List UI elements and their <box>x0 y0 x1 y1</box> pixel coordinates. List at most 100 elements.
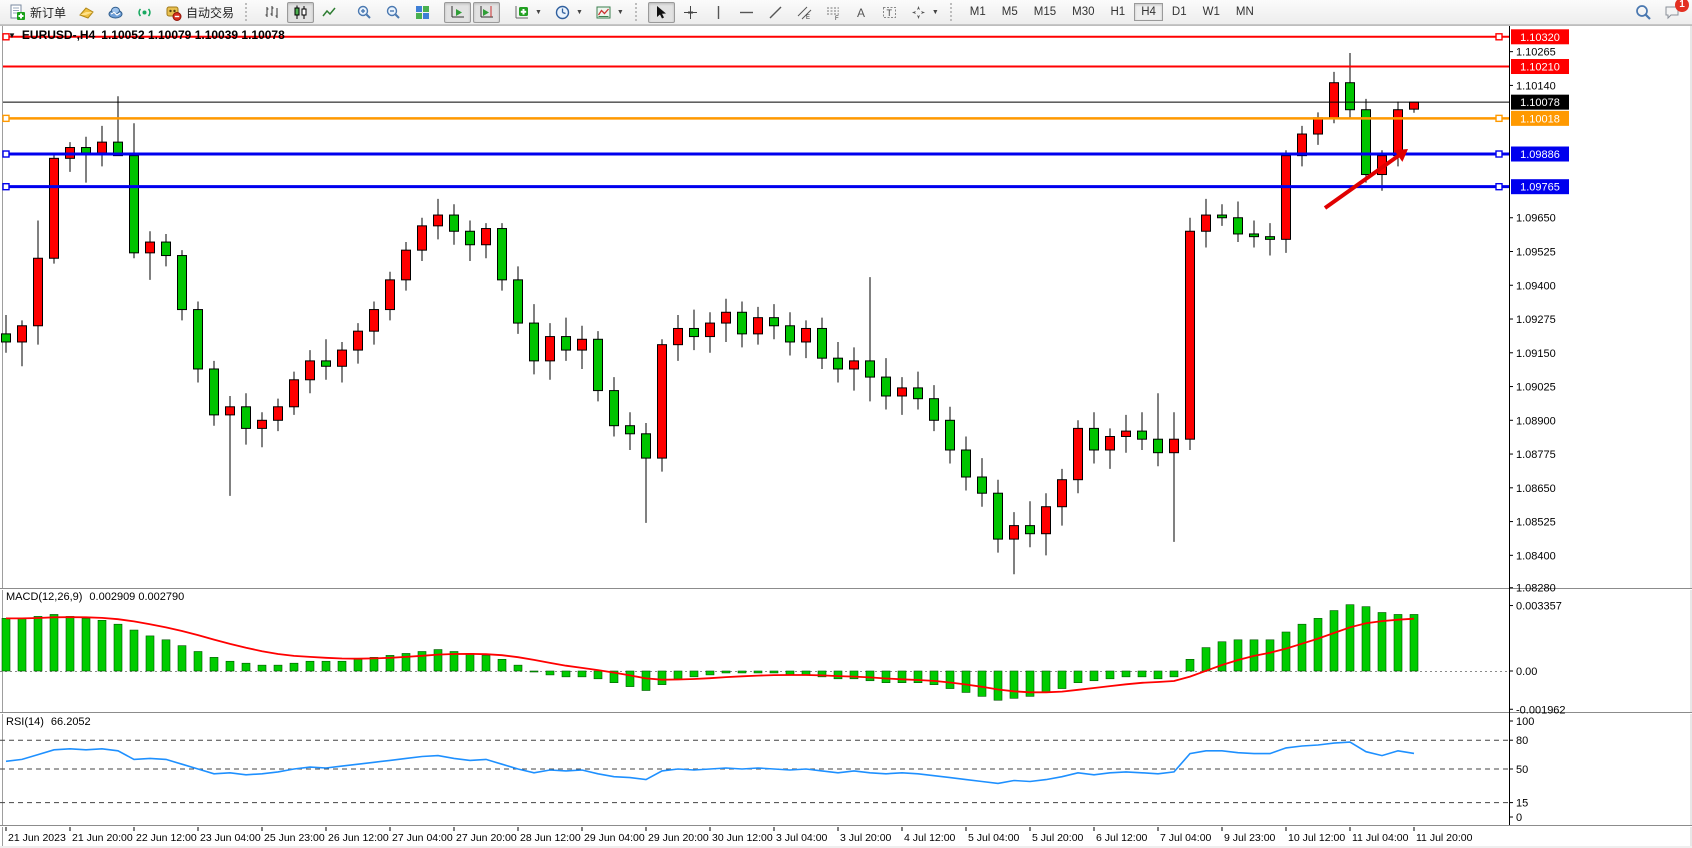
svg-text:1.10140: 1.10140 <box>1516 80 1556 92</box>
cursor-icon <box>653 4 670 21</box>
rsi-name: RSI(14) <box>6 716 44 728</box>
svg-text:1.10018: 1.10018 <box>1520 113 1560 125</box>
svg-text:22 Jun 12:00: 22 Jun 12:00 <box>136 832 197 844</box>
new-order-icon <box>9 4 26 21</box>
zoom-in-icon <box>356 4 373 21</box>
timeframe-MN[interactable]: MN <box>1235 6 1254 18</box>
svg-text:1.09765: 1.09765 <box>1520 182 1560 194</box>
indicators-button[interactable]: ▼ <box>508 2 547 23</box>
zoom-in-button[interactable] <box>351 2 378 23</box>
arrows-dropdown-icon: ▼ <box>931 8 939 16</box>
svg-text:6 Jul 12:00: 6 Jul 12:00 <box>1096 832 1148 844</box>
signals-button[interactable] <box>131 2 158 23</box>
chart-title: ▼ EURUSD-,H4 1.10052 1.10079 1.10039 1.1… <box>8 28 285 42</box>
vertical-line-button[interactable] <box>706 2 731 23</box>
new-order-button[interactable]: 新订单 <box>4 2 71 23</box>
expert-hat-icon <box>107 4 124 21</box>
arrows-button[interactable]: ▼ <box>905 2 944 23</box>
svg-text:1.08900: 1.08900 <box>1516 415 1556 427</box>
signal-icon <box>136 4 153 21</box>
text-label-icon: T <box>881 4 898 21</box>
svg-text:3 Jul 04:00: 3 Jul 04:00 <box>776 832 828 844</box>
window-menu-icon[interactable]: ▼ <box>8 30 16 40</box>
cursor-button[interactable] <box>647 1 675 23</box>
chart-shift-button[interactable] <box>473 1 501 23</box>
periods-button[interactable]: ▼ <box>549 2 588 23</box>
timeframe-H1[interactable]: H1 <box>1110 6 1126 18</box>
svg-text:5 Jul 04:00: 5 Jul 04:00 <box>968 832 1020 844</box>
macd-name: MACD(12,26,9) <box>6 591 83 603</box>
autotrade-button[interactable]: 自动交易 <box>160 2 239 23</box>
toolbar-separator <box>949 3 957 21</box>
text-label-button[interactable]: T <box>876 2 903 23</box>
fibonacci-icon: F <box>825 4 842 22</box>
timeframe-M1[interactable]: M1 <box>969 6 986 18</box>
svg-text:1.08400: 1.08400 <box>1516 550 1556 562</box>
svg-text:5 Jul 20:00: 5 Jul 20:00 <box>1032 832 1084 844</box>
rsi-value: 66.2052 <box>50 716 91 728</box>
svg-text:29 Jun 04:00: 29 Jun 04:00 <box>584 832 645 844</box>
fibonacci-button[interactable]: F <box>820 2 847 23</box>
svg-text:30 Jun 12:00: 30 Jun 12:00 <box>712 832 773 844</box>
svg-text:29 Jun 20:00: 29 Jun 20:00 <box>648 832 709 844</box>
tile-windows-icon <box>414 4 431 21</box>
zoom-out-icon <box>385 4 402 21</box>
templates-icon <box>595 4 612 21</box>
search-icon[interactable] <box>1634 3 1653 22</box>
svg-text:3 Jul 20:00: 3 Jul 20:00 <box>840 832 892 844</box>
svg-text:1.08280: 1.08280 <box>1516 583 1556 595</box>
timeframe-D1[interactable]: D1 <box>1171 6 1187 18</box>
toolbar-separator <box>634 3 642 21</box>
market-watch-icon <box>78 4 95 21</box>
timeframe-W1[interactable]: W1 <box>1202 6 1220 18</box>
svg-text:A: A <box>857 6 865 20</box>
svg-text:1.08525: 1.08525 <box>1516 517 1556 529</box>
macd-pane-label: MACD(12,26,9) 0.002909 0.002790 <box>6 591 184 603</box>
timeframe-M15[interactable]: M15 <box>1033 6 1057 18</box>
text-icon: A <box>854 4 869 21</box>
channel-button[interactable]: E <box>791 2 818 23</box>
line-chart-button[interactable] <box>316 2 343 23</box>
candles-chart-button[interactable] <box>287 1 315 23</box>
market-watch-button[interactable] <box>73 2 100 23</box>
svg-text:0: 0 <box>1516 812 1522 824</box>
bars-chart-button[interactable] <box>258 2 285 23</box>
notifications-icon[interactable]: 1 <box>1663 0 1689 22</box>
autotrade-icon <box>165 4 182 21</box>
trendline-button[interactable] <box>762 2 789 23</box>
timeframe-H4[interactable]: H4 <box>1134 3 1163 21</box>
tile-windows-button[interactable] <box>409 2 436 23</box>
equidistant-channel-icon: E <box>796 4 813 21</box>
crosshair-button[interactable] <box>677 2 704 23</box>
svg-text:10 Jul 12:00: 10 Jul 12:00 <box>1288 832 1345 844</box>
svg-text:9 Jul 23:00: 9 Jul 23:00 <box>1224 832 1276 844</box>
timeframe-M5[interactable]: M5 <box>1001 6 1018 18</box>
svg-text:21 Jun 20:00: 21 Jun 20:00 <box>72 832 133 844</box>
svg-text:1.09886: 1.09886 <box>1520 149 1560 161</box>
toolbar-separator <box>245 3 252 21</box>
strategy-button[interactable] <box>102 2 129 23</box>
svg-text:80: 80 <box>1516 735 1528 747</box>
svg-text:1.10210: 1.10210 <box>1520 62 1560 74</box>
svg-text:11 Jul 04:00: 11 Jul 04:00 <box>1352 832 1409 844</box>
line-chart-icon <box>321 4 338 21</box>
periods-dropdown-icon: ▼ <box>575 8 583 16</box>
svg-text:100: 100 <box>1516 716 1534 728</box>
timeframe-M30[interactable]: M30 <box>1072 6 1095 18</box>
svg-text:1.10320: 1.10320 <box>1520 32 1560 44</box>
svg-text:1.10265: 1.10265 <box>1516 47 1556 59</box>
zoom-out-button[interactable] <box>380 2 407 23</box>
horizontal-line-button[interactable] <box>733 2 760 23</box>
macd-values: 0.002909 0.002790 <box>89 591 185 603</box>
chart-ohlc-readout: 1.10052 1.10079 1.10039 1.10078 <box>101 28 285 42</box>
templates-button[interactable]: ▼ <box>590 2 629 23</box>
arrows-icon <box>910 4 927 21</box>
vertical-line-icon <box>711 4 726 21</box>
text-button[interactable]: A <box>849 2 874 23</box>
svg-text:27 Jun 04:00: 27 Jun 04:00 <box>392 832 453 844</box>
auto-scroll-button[interactable] <box>444 1 472 23</box>
svg-text:28 Jun 12:00: 28 Jun 12:00 <box>520 832 581 844</box>
svg-text:1.10078: 1.10078 <box>1520 97 1560 109</box>
